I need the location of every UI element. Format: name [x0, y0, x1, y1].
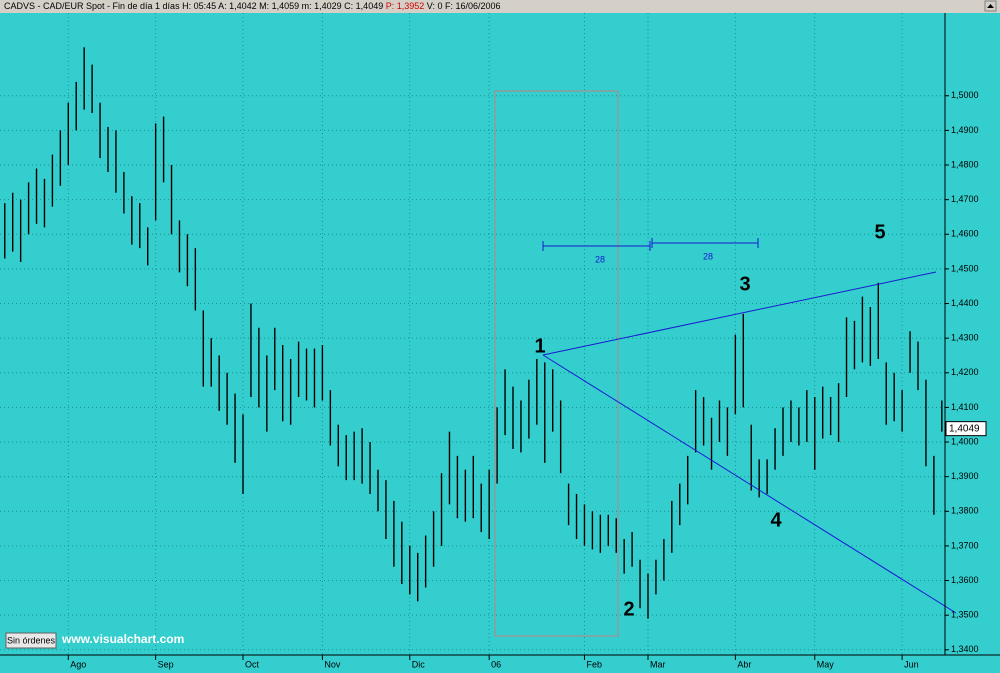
y-tick-label: 1,4400 — [951, 298, 979, 308]
x-tick-label: Nov — [324, 659, 341, 669]
wave-label: 2 — [623, 598, 634, 620]
y-tick-label: 1,3500 — [951, 610, 979, 620]
wave-label: 1 — [534, 335, 545, 357]
x-tick-label: Sep — [158, 659, 174, 669]
y-tick-label: 1,4200 — [951, 367, 979, 377]
wave-label: 4 — [770, 509, 782, 531]
axes: 1,3400 1,3500 1,3600 1,3700 1,3800 1,3900 1,40… — [67, 90, 987, 669]
measure — [542, 238, 759, 251]
y-tick-label: 1,4500 — [951, 263, 979, 273]
x-tick-label: Dic — [412, 659, 425, 669]
y-tick-label: 1,4700 — [951, 194, 979, 204]
header-prev: P: 1,3952 — [386, 1, 425, 11]
x-tick-label: Mar — [650, 659, 666, 669]
y-tick-label: 1,3400 — [951, 644, 979, 654]
header-bar — [0, 0, 1000, 13]
orders-button[interactable] — [5, 632, 57, 649]
x-tick-label: Ago — [70, 659, 86, 669]
trend-line-lower — [542, 354, 957, 614]
y-tick-label: 1,3900 — [951, 471, 979, 481]
trend-line-upper — [542, 271, 937, 356]
header-tail: V: 0 F: 16/06/2006 — [427, 1, 501, 11]
y-tick-label: 1,4600 — [951, 229, 979, 239]
x-tick-label: 06 — [491, 659, 501, 669]
wave-label: 5 — [874, 221, 885, 243]
watermark: www.visualchart.com — [61, 632, 184, 646]
orders-button-label: Sin órdenes — [7, 635, 56, 645]
x-tick-label: Feb — [586, 659, 602, 669]
button-icon — [987, 4, 994, 8]
y-tick-label: 1,4900 — [951, 125, 979, 135]
x-tick-label: Jun — [904, 659, 919, 669]
measure-label: 28 — [595, 254, 605, 264]
y-tick-label: 1,3700 — [951, 540, 979, 550]
y-tick-label: 1,5000 — [951, 90, 979, 100]
measure-label: 28 — [703, 251, 713, 261]
y-tick-label: 1,4000 — [951, 436, 979, 446]
last-price-label: 1,4049 — [949, 423, 980, 434]
date-range-box — [494, 90, 619, 637]
y-tick-label: 1,4100 — [951, 402, 979, 412]
grid — [0, 13, 945, 655]
header: CADVS - CAD/EUR Spot - Fin de día 1 días… — [4, 1, 501, 11]
x-tick-label: Abr — [737, 659, 751, 669]
wave-label: 3 — [739, 273, 750, 295]
last-price-box — [945, 421, 987, 437]
y-tick-label: 1,3800 — [951, 506, 979, 516]
header-info: CADVS - CAD/EUR Spot - Fin de día 1 días… — [4, 1, 383, 11]
x-tick-label: May — [817, 659, 835, 669]
y-tick-label: 1,4800 — [951, 159, 979, 169]
bars — [4, 47, 943, 619]
x-tick-label: Oct — [245, 659, 260, 669]
y-tick-label: 1,3600 — [951, 575, 979, 585]
y-tick-label: 1,4300 — [951, 333, 979, 343]
